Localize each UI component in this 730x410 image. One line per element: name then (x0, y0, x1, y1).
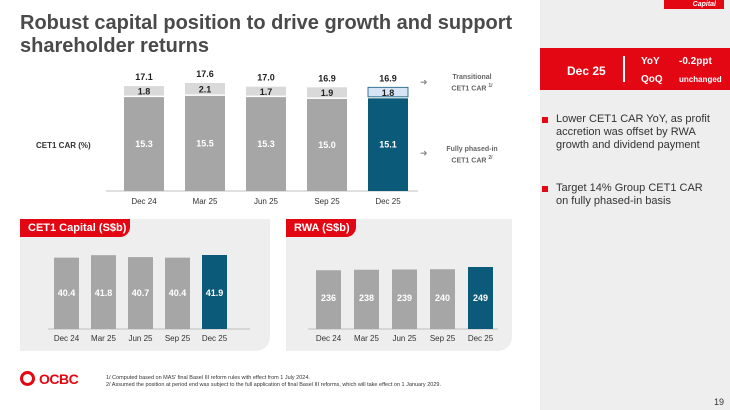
rwa-value-label: 249 (473, 293, 488, 303)
car-label-transitional: 1.8 (382, 88, 395, 98)
arrow-right-icon: ➜ (420, 148, 428, 158)
rwa-value-label: 238 (359, 293, 374, 303)
yoy-label: YoY (641, 56, 660, 67)
car-x-tick-label: Dec 24 (131, 197, 157, 206)
rwa-bar (354, 269, 379, 329)
qoq-label: QoQ (641, 74, 663, 85)
car-label-total: 17.0 (257, 73, 275, 83)
car-label-fully-phased: 15.3 (135, 139, 153, 149)
cet1-car-chart: 15.3 1.8 17.1 Dec 24 15.5 2.1 17.6 Mar 25 15.3 1.… (106, 69, 418, 206)
arrow-right-icon: ➜ (420, 77, 428, 87)
cet1-capital-bar (91, 255, 116, 329)
car-label-fully-phased: 15.3 (257, 139, 275, 149)
rwa-bar (392, 269, 417, 329)
cet1-capital-value-label: 40.7 (132, 288, 150, 298)
car-label-transitional: 1.7 (260, 87, 273, 97)
rwa-x-tick-label: Dec 25 (468, 334, 494, 343)
legend-transitional-sup: 1/ (488, 83, 493, 89)
car-label-total: 17.6 (196, 69, 214, 79)
legend-transitional: Transitional CET1 CAR 1/ (436, 74, 508, 93)
rwa-x-tick-label: Mar 25 (354, 334, 379, 343)
legend-transitional-sub: CET1 CAR (451, 85, 487, 93)
cet1-capital-value-label: 40.4 (169, 288, 187, 298)
rwa-bar (468, 267, 493, 329)
car-label-fully-phased: 15.1 (379, 140, 397, 150)
car-bar-transitional (185, 83, 225, 95)
rwa-value-label: 239 (397, 293, 412, 303)
bullet-square-icon (542, 186, 548, 192)
rwa-title: RWA (S$b) (286, 219, 356, 237)
car-x-tick-label: Dec 25 (375, 197, 401, 206)
legend-fully-title: Fully phased-in (446, 146, 498, 153)
car-bar-transitional (367, 86, 409, 98)
bullet-text: Target 14% Group CET1 CAR on fully phase… (556, 182, 703, 207)
footnotes: 1/ Computed based on MAS' final Basel II… (106, 375, 441, 389)
car-x-tick-label: Sep 25 (314, 197, 340, 206)
car-label-transitional: 2.1 (199, 84, 212, 94)
section-tag: Capital (664, 0, 724, 9)
cet1-capital-chart: 40.4 Dec 24 41.8 Mar 25 40.7 Jun 25 40.4 Sep 25… (48, 255, 250, 343)
qoq-value: unchanged (679, 75, 722, 84)
bullet-item: Lower CET1 CAR YoY, as profit accretion … (542, 113, 716, 152)
footnote-1: 1/ Computed based on MAS' final Basel II… (106, 375, 310, 381)
page-title: Robust capital position to drive growth … (20, 12, 513, 57)
bullet-square-icon (542, 117, 548, 123)
rwa-x-tick-label: Jun 25 (392, 334, 417, 343)
cet1-capital-bar (202, 255, 227, 329)
bullet-item: Target 14% Group CET1 CAR on fully phase… (542, 182, 716, 208)
car-bar-fully-phased (246, 97, 286, 191)
cet1-capital-title: CET1 Capital (S$b) (20, 219, 130, 237)
rwa-x-tick-label: Sep 25 (430, 334, 456, 343)
car-x-tick-label: Mar 25 (193, 197, 218, 206)
bullet-text: Lower CET1 CAR YoY, as profit accretion … (556, 113, 710, 151)
summary-period: Dec 25 (567, 64, 606, 78)
car-x-tick-label: Jun 25 (254, 197, 279, 206)
legend-transitional-title: Transitional (452, 74, 492, 81)
ocbc-logo-icon (20, 371, 35, 386)
car-bar-fully-phased (124, 97, 164, 191)
car-bar-transitional (307, 87, 347, 98)
car-bar-fully-phased (185, 95, 225, 191)
cet1-car-label: CET1 CAR (%) (36, 141, 91, 150)
summary-box (540, 48, 730, 90)
cet1-capital-x-tick-label: Sep 25 (165, 334, 191, 343)
rwa-value-label: 240 (435, 293, 450, 303)
car-label-total: 16.9 (379, 73, 397, 83)
cet1-capital-x-tick-label: Jun 25 (128, 334, 153, 343)
car-label-transitional: 1.9 (321, 88, 334, 98)
ocbc-logo: OCBC (39, 371, 79, 387)
cet1-capital-value-label: 40.4 (58, 288, 76, 298)
legend-fully-phased: Fully phased-in CET1 CAR 2/ (432, 146, 512, 165)
car-bar-fully-phased (368, 98, 408, 191)
legend-fully-sup: 2/ (488, 155, 493, 161)
legend-fully-sub: CET1 CAR (451, 157, 487, 165)
car-label-total: 17.1 (135, 72, 153, 82)
car-bar-transitional (246, 86, 286, 96)
rwa-chart: 236 Dec 24 238 Mar 25 239 Jun 25 240 Sep 25 249 D… (308, 267, 498, 343)
car-label-fully-phased: 15.5 (196, 138, 214, 148)
cet1-capital-bar (54, 257, 79, 329)
page-number: 19 (714, 397, 725, 407)
cet1-capital-x-tick-label: Dec 25 (202, 334, 228, 343)
car-label-fully-phased: 15.0 (318, 140, 336, 150)
car-label-transitional: 1.8 (138, 87, 151, 97)
car-bar-transitional (124, 86, 164, 96)
cet1-capital-value-label: 41.8 (95, 288, 113, 298)
car-label-total: 16.9 (318, 73, 336, 83)
cet1-capital-bar (165, 257, 190, 329)
car-bar-fully-phased (307, 98, 347, 191)
rwa-bar (430, 269, 455, 329)
rwa-x-tick-label: Dec 24 (316, 334, 342, 343)
rwa-bar (316, 270, 341, 329)
cet1-capital-x-tick-label: Mar 25 (91, 334, 116, 343)
cet1-capital-bar (128, 257, 153, 329)
cet1-capital-value-label: 41.9 (206, 288, 224, 298)
summary-divider (623, 56, 625, 82)
cet1-capital-x-tick-label: Dec 24 (54, 334, 80, 343)
yoy-value: -0.2ppt (679, 56, 712, 67)
footnote-2: 2/ Assumed the position at period end wa… (106, 382, 441, 388)
rwa-value-label: 236 (321, 293, 336, 303)
